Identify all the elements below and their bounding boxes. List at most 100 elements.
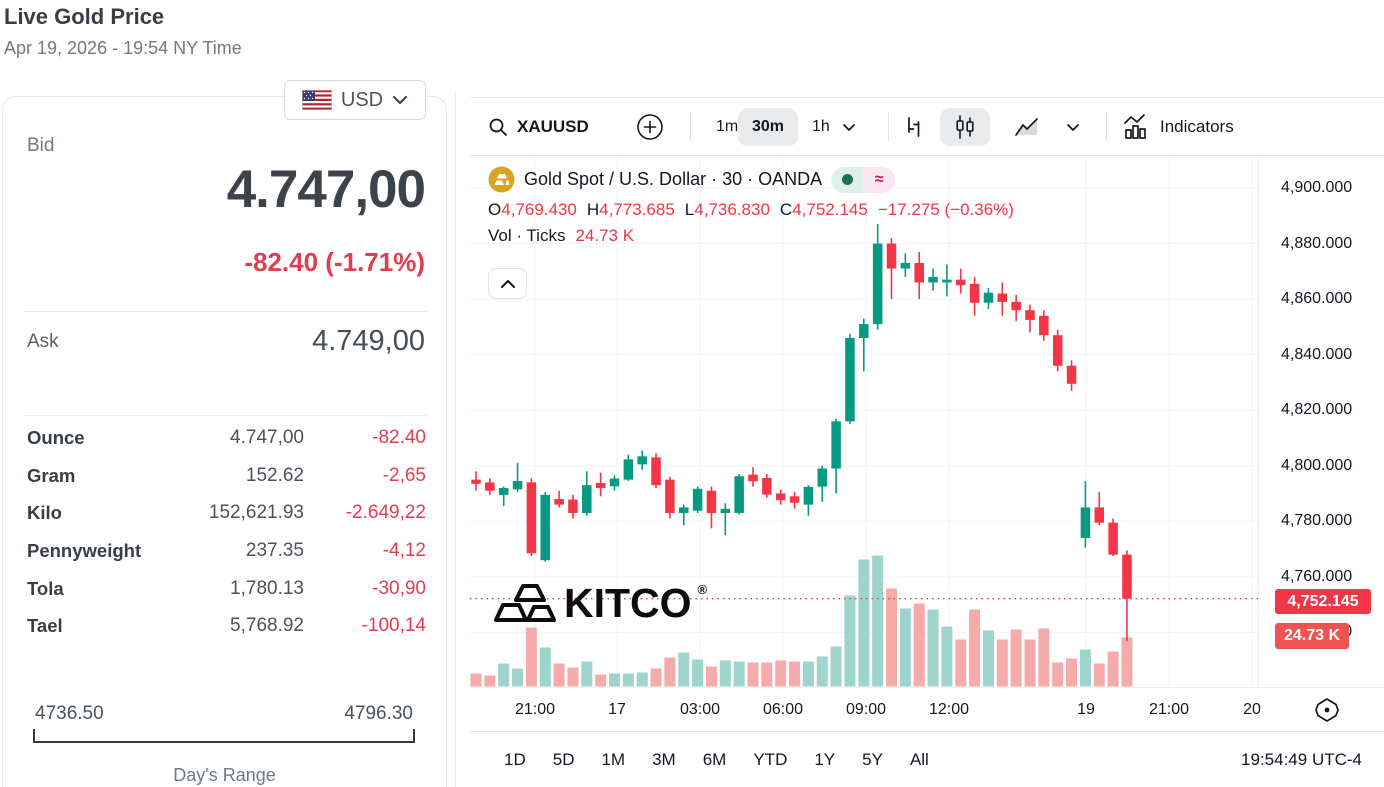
unit-change: -2.649,22 — [345, 502, 426, 524]
time-axis-label: 12:00 — [928, 700, 970, 718]
chevron-up-icon — [500, 279, 515, 288]
volume-label: Vol · Ticks — [488, 226, 566, 245]
time-axis-label: 09:00 — [845, 700, 887, 718]
candlestick-chart[interactable] — [470, 156, 1258, 687]
range-button-1y[interactable]: 1Y — [814, 749, 836, 769]
time-axis-label: 03:00 — [679, 700, 721, 718]
bid-change: -82.40 (-1.71%) — [244, 247, 425, 277]
price-axis-label: 4,860.000 — [1281, 290, 1353, 308]
open-value: 4,769.430 — [501, 200, 577, 219]
chart-legend: Gold Spot / U.S. Dollar · 30 · OANDA ≈ O… — [488, 166, 1014, 246]
market-open-dot — [831, 166, 864, 193]
chart-title: Gold Spot / U.S. Dollar · 30 · OANDA — [524, 169, 823, 189]
last-price-badge: 4,752.145 — [1275, 589, 1371, 614]
chart-bottom-bar: 1D 5D 1M 3M 6M YTD 1Y 5Y All 19:54:49 UTC-4 — [470, 731, 1384, 787]
range-button-5d[interactable]: 5D — [552, 749, 575, 769]
page-title: Live Gold Price — [4, 4, 165, 29]
interval-menu-button[interactable] — [842, 98, 856, 156]
days-range-bracket — [33, 729, 415, 743]
range-button-5y[interactable]: 5Y — [862, 749, 883, 769]
interval-1h-button[interactable]: 1h — [800, 98, 842, 156]
ask-label: Ask — [27, 331, 59, 352]
unit-value: 237.35 — [245, 539, 304, 561]
clock: 19:54:49 UTC-4 — [1241, 749, 1362, 769]
indicators-label: Indicators — [1160, 117, 1234, 136]
unit-change: -82.40 — [372, 426, 426, 448]
price-axis-label: 4,820.000 — [1281, 401, 1353, 419]
table-row-gram: Gram 152.62 -2,65 — [3, 457, 446, 495]
area-chart-icon — [1015, 118, 1038, 136]
ohlc-row: O4,769.430 H4,773.685 L4,736.830 C4,752.… — [488, 200, 1014, 219]
market-status-pill[interactable]: ≈ — [831, 166, 896, 193]
chart-main: KITCO ® Gold Spot / U.S. Dollar · 30 · O… — [470, 156, 1384, 687]
timezone-settings-button[interactable] — [1314, 697, 1340, 723]
chart-style-area-button[interactable] — [1014, 98, 1040, 156]
range-button-ytd[interactable]: YTD — [753, 749, 788, 769]
bid-price: 4.747,00 — [226, 160, 426, 219]
symbol-search-button[interactable]: XAUUSD — [488, 98, 589, 156]
chart-style-candles-button[interactable] — [940, 108, 990, 146]
symbol-name: XAUUSD — [517, 117, 589, 136]
chart-pane[interactable]: KITCO ® Gold Spot / U.S. Dollar · 30 · O… — [470, 156, 1258, 687]
legend-collapse-button[interactable] — [488, 268, 527, 299]
range-button-all[interactable]: All — [909, 749, 929, 769]
currency-selector[interactable]: USD — [284, 80, 426, 120]
bid-label: Bid — [27, 135, 55, 156]
range-button-1d[interactable]: 1D — [504, 749, 526, 769]
indicators-icon — [1124, 114, 1146, 139]
range-button-3m[interactable]: 3M — [652, 749, 676, 769]
price-axis-label: 4,780.000 — [1281, 512, 1353, 530]
ohlc-bars-icon — [908, 117, 920, 137]
unit-change: -100,14 — [361, 615, 426, 637]
chart-style-menu-button[interactable] — [1066, 98, 1080, 156]
unit-label: Tael — [27, 615, 63, 637]
table-row-tola: Tola 1,780.13 -30,90 — [3, 570, 446, 608]
kitco-watermark: KITCO ® — [492, 580, 707, 626]
price-axis-label: 4,840.000 — [1281, 345, 1353, 363]
price-axis[interactable]: 4,740.0004,760.0004,780.0004,800.0004,82… — [1258, 156, 1384, 687]
range-button-6m[interactable]: 6M — [702, 749, 727, 769]
quote-card: USD Bid 4.747,00 -82.40 (-1.71%) Ask 4.7… — [2, 80, 447, 787]
chart-style-bars-button[interactable] — [902, 98, 926, 156]
chart-panel: XAUUSD 1m 30m 1h — [470, 97, 1384, 787]
registered-mark: ® — [697, 582, 708, 597]
range-button-1m[interactable]: 1M — [601, 749, 626, 769]
time-axis[interactable]: 21:00 17 03:00 06:00 09:00 12:00 19 21:00 20 — [470, 687, 1384, 731]
interval-label: 1h — [812, 118, 830, 135]
change-value: −17.275 (−0.36%) — [877, 200, 1014, 219]
close-value: 4,752.145 — [792, 200, 868, 219]
search-icon — [489, 118, 507, 136]
time-axis-label: 21:00 — [514, 700, 556, 718]
range-buttons: 1D 5D 1M 3M 6M YTD 1Y 5Y All — [470, 750, 929, 770]
unit-value: 4.747,00 — [230, 426, 304, 448]
unit-label: Kilo — [27, 502, 62, 524]
low-value: 4,736.830 — [694, 200, 770, 219]
unit-label: Tola — [27, 577, 64, 599]
table-row-kilo: Kilo 152,621.93 -2.649,22 — [3, 494, 446, 532]
toolbar-separator — [1106, 113, 1107, 141]
interval-label: 1m — [716, 118, 739, 135]
unit-price-table: Ounce 4.747,00 -82.40 Gram 152.62 -2,65 … — [3, 419, 446, 645]
interval-label: 30m — [752, 118, 785, 135]
interval-30m-button[interactable]: 30m — [738, 108, 799, 146]
kitco-watermark-text: KITCO — [564, 580, 692, 626]
us-flag-icon — [301, 90, 332, 110]
indicators-button[interactable]: Indicators — [1122, 98, 1234, 156]
approx-price-icon: ≈ — [863, 166, 896, 193]
unit-label: Gram — [27, 464, 76, 486]
volume-value: 24.73 K — [575, 226, 635, 245]
unit-label: Pennyweight — [27, 539, 142, 561]
page-datetime: Apr 19, 2026 - 19:54 NY Time — [4, 38, 242, 58]
time-axis-label: 20 — [1243, 700, 1261, 718]
unit-label: Ounce — [27, 426, 85, 448]
interval-1m-button[interactable]: 1m — [704, 98, 750, 156]
candlestick-icon — [956, 115, 974, 139]
days-range-label: Day's Range — [173, 765, 276, 785]
compare-add-button[interactable] — [636, 98, 664, 156]
unit-value: 5,768.92 — [230, 615, 304, 637]
price-axis-label: 4,900.000 — [1281, 179, 1353, 196]
kitco-goldbars-icon — [494, 584, 556, 622]
unit-change: -2,65 — [382, 464, 426, 486]
unit-value: 1,780.13 — [230, 577, 304, 599]
